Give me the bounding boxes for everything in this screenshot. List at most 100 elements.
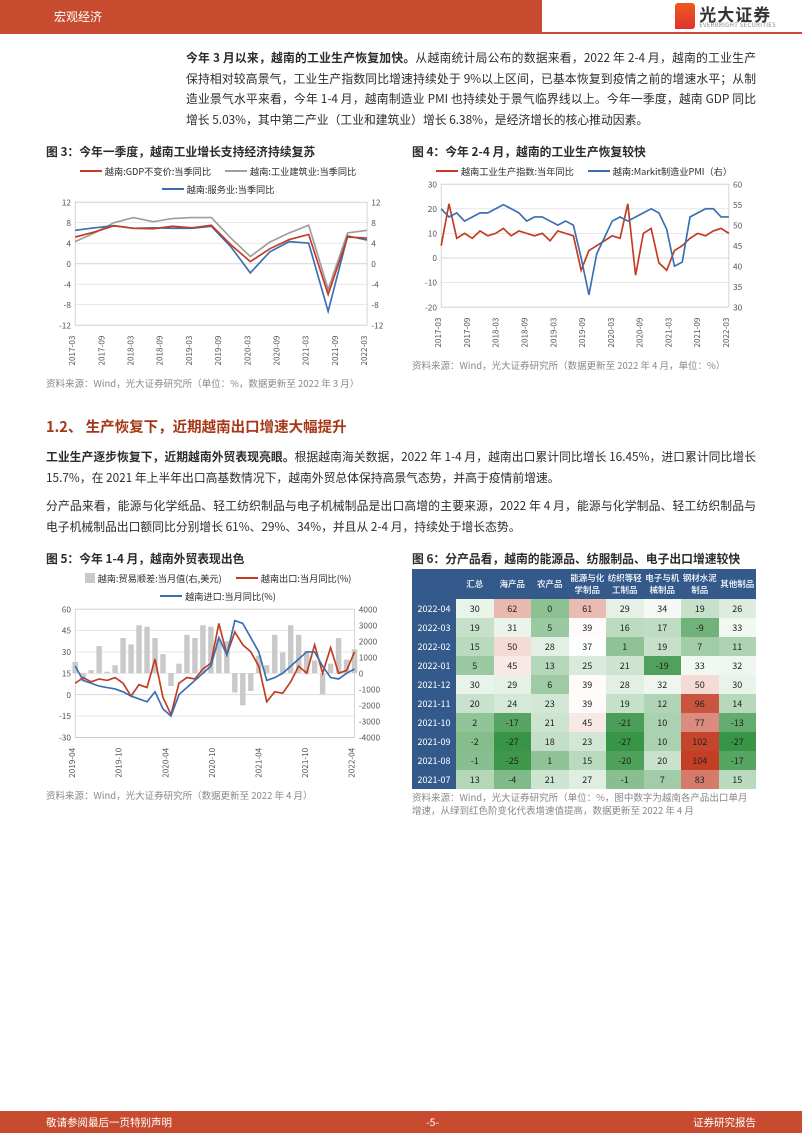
figure-3-chart: -12-8-404812-12-8-4048122017-032017-0920… — [46, 198, 390, 375]
svg-text:2019-03: 2019-03 — [184, 335, 195, 365]
svg-text:35: 35 — [733, 280, 743, 292]
page-header: 宏观经济 光大证券 EVERBRIGHT SECURITIES — [0, 0, 802, 34]
svg-text:-10: -10 — [425, 276, 438, 288]
figure-5-title: 图 5：今年 1-4 月，越南外贸表现出色 — [46, 550, 390, 567]
header-category: 宏观经济 — [46, 0, 542, 34]
svg-text:0: 0 — [359, 667, 364, 679]
svg-text:45: 45 — [62, 624, 72, 636]
figure-4-title: 图 4：今年 2-4 月，越南的工业生产恢复较快 — [412, 143, 756, 160]
svg-text:2022-04: 2022-04 — [347, 747, 358, 777]
svg-text:40: 40 — [733, 260, 743, 272]
figure-6: 图 6：分产品看，越南的能源品、纺服制品、电子出口增速较快 汇总海产品农产品能源… — [412, 546, 756, 818]
brand-icon — [675, 3, 695, 29]
figure-3-legend: 越南:GDP不变价:当季同比越南:工业建筑业:当季同比越南:服务业:当季同比 — [46, 164, 390, 196]
svg-text:30: 30 — [733, 301, 743, 313]
svg-text:50: 50 — [733, 219, 743, 231]
svg-text:2021-10: 2021-10 — [300, 747, 311, 777]
section-para-1: 工业生产逐步恢复下，近期越南外贸表现亮眼。根据越南海关数据，2022 年 1-4… — [46, 447, 756, 488]
svg-text:2019-09: 2019-09 — [577, 317, 588, 347]
svg-text:-15: -15 — [59, 710, 72, 722]
svg-text:15: 15 — [62, 667, 72, 679]
figure-6-source: 资料来源：Wind，光大证券研究所（单位：%，图中数字为越南各产品出口单月增速，… — [412, 791, 756, 818]
figure-3-title: 图 3：今年一季度，越南工业增长支持经济持续复苏 — [46, 143, 390, 160]
footer-page-number: -5- — [426, 1115, 439, 1130]
svg-text:2021-09: 2021-09 — [692, 317, 703, 347]
svg-text:60: 60 — [733, 180, 743, 190]
svg-text:2017-03: 2017-03 — [433, 317, 444, 347]
brand-name-en: EVERBRIGHT SECURITIES — [699, 22, 776, 28]
footer-left: 敬请参阅最后一页特别声明 — [46, 1115, 172, 1130]
svg-text:2018-03: 2018-03 — [491, 317, 502, 347]
svg-text:-1000: -1000 — [359, 683, 381, 695]
header-accent-block — [0, 0, 46, 34]
svg-text:2019-09: 2019-09 — [213, 335, 224, 365]
svg-text:2019-10: 2019-10 — [114, 747, 125, 777]
figure-row-1: 图 3：今年一季度，越南工业增长支持经济持续复苏 越南:GDP不变价:当季同比越… — [46, 139, 756, 391]
svg-text:55: 55 — [733, 198, 743, 210]
figure-5-legend: 越南:贸易顺差:当月值(右,美元)越南出口:当月同比(%)越南进口:当月同比(%… — [46, 571, 390, 603]
svg-text:0: 0 — [432, 252, 437, 264]
svg-text:4: 4 — [371, 237, 376, 249]
svg-text:2020-03: 2020-03 — [242, 335, 253, 365]
svg-text:2019-04: 2019-04 — [67, 747, 78, 777]
svg-text:2019-03: 2019-03 — [548, 317, 559, 347]
svg-text:2022-03: 2022-03 — [721, 317, 732, 347]
figure-4-chart: -20 -10 0 10 20 30 30 35 40 45 50 55 60 2017-03 2017-0… — [412, 180, 756, 357]
svg-text:2022-03: 2022-03 — [359, 335, 370, 365]
figure-4: 图 4：今年 2-4 月，越南的工业生产恢复较快 越南工业生产指数:当年同比越南… — [412, 139, 756, 391]
svg-text:1000: 1000 — [359, 651, 378, 663]
figure-5: 图 5：今年 1-4 月，越南外贸表现出色 越南:贸易顺差:当月值(右,美元)越… — [46, 546, 390, 818]
svg-text:2018-03: 2018-03 — [126, 335, 137, 365]
svg-text:2021-03: 2021-03 — [663, 317, 674, 347]
svg-text:-8: -8 — [64, 298, 72, 310]
svg-text:20: 20 — [428, 202, 438, 214]
svg-text:2018-09: 2018-09 — [155, 335, 166, 365]
svg-text:-20: -20 — [425, 301, 438, 313]
svg-text:-2000: -2000 — [359, 699, 381, 711]
figure-6-heatmap: 汇总海产品农产品能源与化学制品纺织等轻工制品电子与机械制品钢材水泥制品其他制品2… — [412, 569, 756, 789]
figure-5-chart: -30-15015304560-4000-3000-2000-100001000… — [46, 605, 390, 787]
section-1-2-title: 1.2、 生产恢复下，近期越南出口增速大幅提升 — [46, 416, 756, 437]
svg-text:2021-09: 2021-09 — [330, 335, 341, 365]
svg-text:0: 0 — [66, 688, 71, 700]
header-logo: 光大证券 EVERBRIGHT SECURITIES — [542, 0, 802, 34]
svg-text:4000: 4000 — [359, 605, 378, 615]
page-footer: 敬请参阅最后一页特别声明 -5- 证券研究报告 — [0, 1111, 802, 1133]
svg-text:2021-04: 2021-04 — [253, 747, 264, 777]
figure-4-legend: 越南工业生产指数:当年同比越南:Markit制造业PMI（右） — [412, 164, 756, 178]
svg-text:2018-09: 2018-09 — [520, 317, 531, 347]
page: 宏观经济 光大证券 EVERBRIGHT SECURITIES 今年 3 月以来… — [0, 0, 802, 1133]
figure-3: 图 3：今年一季度，越南工业增长支持经济持续复苏 越南:GDP不变价:当季同比越… — [46, 139, 390, 391]
svg-text:30: 30 — [428, 180, 438, 190]
svg-text:60: 60 — [62, 605, 72, 615]
section-para-2: 分产品来看，能源与化学纸品、轻工纺织制品与电子机械制品是出口高增的主要来源，20… — [46, 496, 756, 537]
svg-text:12: 12 — [62, 198, 72, 208]
intro-paragraph: 今年 3 月以来，越南的工业生产恢复加快。从越南统计局公布的数据来看，2022 … — [46, 48, 756, 131]
svg-text:2020-10: 2020-10 — [207, 747, 218, 777]
svg-text:-4: -4 — [371, 278, 379, 290]
svg-text:3000: 3000 — [359, 619, 378, 631]
page-body: 今年 3 月以来，越南的工业生产恢复加快。从越南统计局公布的数据来看，2022 … — [0, 34, 802, 817]
svg-text:45: 45 — [733, 239, 743, 251]
svg-text:2020-04: 2020-04 — [160, 747, 171, 777]
svg-text:0: 0 — [66, 257, 71, 269]
svg-text:12: 12 — [371, 198, 381, 208]
svg-text:4: 4 — [66, 237, 71, 249]
svg-text:2017-09: 2017-09 — [462, 317, 473, 347]
figure-6-title: 图 6：分产品看，越南的能源品、纺服制品、电子出口增速较快 — [412, 550, 756, 567]
figure-3-source: 资料来源：Wind，光大证券研究所（单位：%，数据更新至 2022 年 3 月） — [46, 377, 390, 390]
figure-4-source: 资料来源：Wind，光大证券研究所（数据更新至 2022 年 4 月，单位：%） — [412, 359, 756, 372]
svg-text:-30: -30 — [59, 731, 72, 743]
svg-text:2020-09: 2020-09 — [635, 317, 646, 347]
svg-text:-3000: -3000 — [359, 715, 381, 727]
footer-right: 证券研究报告 — [693, 1115, 756, 1130]
svg-text:-8: -8 — [371, 298, 379, 310]
svg-text:2020-09: 2020-09 — [271, 335, 282, 365]
svg-text:10: 10 — [428, 227, 438, 239]
svg-text:8: 8 — [371, 216, 376, 228]
svg-text:8: 8 — [66, 216, 71, 228]
svg-text:2017-03: 2017-03 — [67, 335, 78, 365]
svg-text:-4: -4 — [64, 278, 72, 290]
svg-text:0: 0 — [371, 257, 376, 269]
figure-row-2: 图 5：今年 1-4 月，越南外贸表现出色 越南:贸易顺差:当月值(右,美元)越… — [46, 546, 756, 818]
